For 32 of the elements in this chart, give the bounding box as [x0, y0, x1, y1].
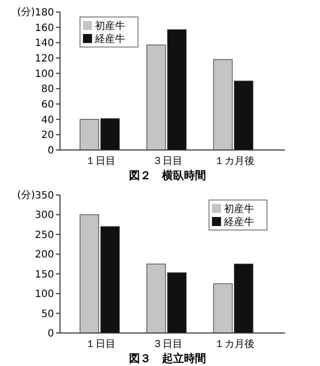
y-tick-label: 300: [34, 210, 54, 222]
legend-label: 初産牛: [95, 20, 125, 32]
y-tick-label: 140: [34, 38, 54, 50]
x-tick-label: １日目: [86, 156, 116, 167]
y-tick-label: 60: [41, 100, 54, 110]
y-tick-label: 120: [34, 54, 54, 64]
y-axis-title: (分): [17, 189, 35, 201]
y-tick-label: 180: [34, 8, 54, 18]
y-tick-label: 100: [34, 68, 54, 80]
y-tick-label: 20: [41, 130, 54, 142]
y-tick-label: 200: [34, 250, 54, 261]
y-tick-label: 350: [34, 190, 54, 202]
x-tick-label: １日目: [86, 339, 116, 350]
text: 図３ 起立時間: [129, 352, 206, 365]
y-tick-label: 100: [34, 289, 54, 300]
legend-label: 経産牛: [223, 216, 254, 228]
x-tick-label: １カ月後: [214, 155, 254, 167]
y-tick-label: 250: [34, 230, 54, 241]
y-tick-label: 40: [41, 114, 54, 126]
y-tick-label: 160: [34, 22, 54, 34]
y-tick-label: 0: [48, 328, 54, 340]
y-tick-label: 80: [41, 84, 54, 96]
x-tick-label: １カ月後: [214, 338, 254, 350]
text: 図２ 横臥時間: [129, 169, 206, 182]
y-tick-label: 50: [41, 308, 54, 320]
x-tick-label: ３日目: [152, 156, 182, 167]
legend-label: 初産牛: [224, 203, 254, 215]
legend-label: 経産牛: [94, 33, 125, 45]
y-tick-label: 150: [34, 269, 54, 280]
y-tick-label: 0: [48, 146, 54, 156]
y-axis-title: (分): [17, 6, 35, 18]
x-tick-label: ３日目: [152, 339, 182, 350]
